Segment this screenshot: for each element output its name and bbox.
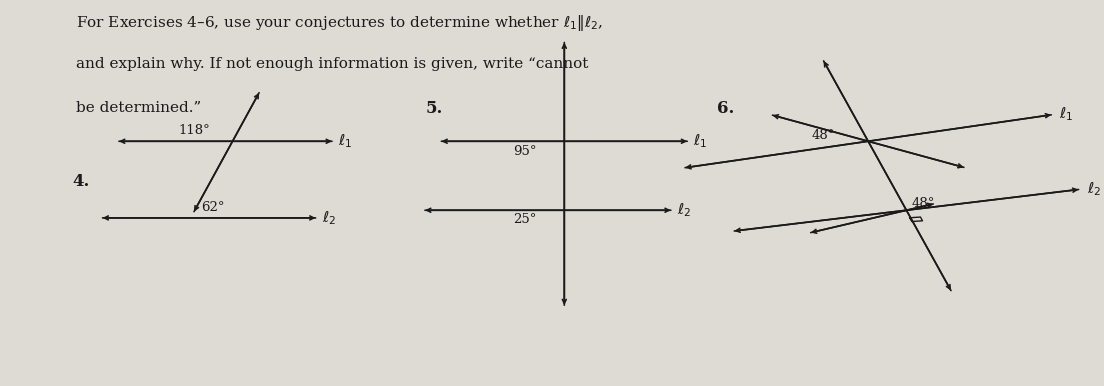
Text: 6.: 6. bbox=[718, 100, 734, 117]
Text: 25°: 25° bbox=[513, 213, 537, 225]
Text: 95°: 95° bbox=[513, 145, 537, 158]
Text: $\ell_2$: $\ell_2$ bbox=[321, 209, 336, 227]
Text: be determined.”: be determined.” bbox=[76, 101, 201, 115]
Text: 62°: 62° bbox=[201, 201, 225, 214]
Text: 48°: 48° bbox=[912, 197, 935, 210]
Text: 5.: 5. bbox=[425, 100, 443, 117]
Text: $\ell_1$: $\ell_1$ bbox=[693, 132, 708, 150]
Text: 4.: 4. bbox=[73, 173, 89, 190]
Text: $\ell_2$: $\ell_2$ bbox=[677, 201, 691, 219]
Text: and explain why. If not enough information is given, write “cannot: and explain why. If not enough informati… bbox=[76, 57, 588, 71]
Text: 48°: 48° bbox=[811, 129, 835, 142]
Text: $\ell_2$: $\ell_2$ bbox=[1086, 180, 1101, 198]
Text: 118°: 118° bbox=[179, 124, 210, 137]
Text: $\ell_1$: $\ell_1$ bbox=[1060, 106, 1074, 123]
Text: $\ell_1$: $\ell_1$ bbox=[338, 132, 352, 150]
Text: For Exercises 4–6, use your conjectures to determine whether $\ell_1 \| \ell_2$,: For Exercises 4–6, use your conjectures … bbox=[76, 13, 603, 33]
